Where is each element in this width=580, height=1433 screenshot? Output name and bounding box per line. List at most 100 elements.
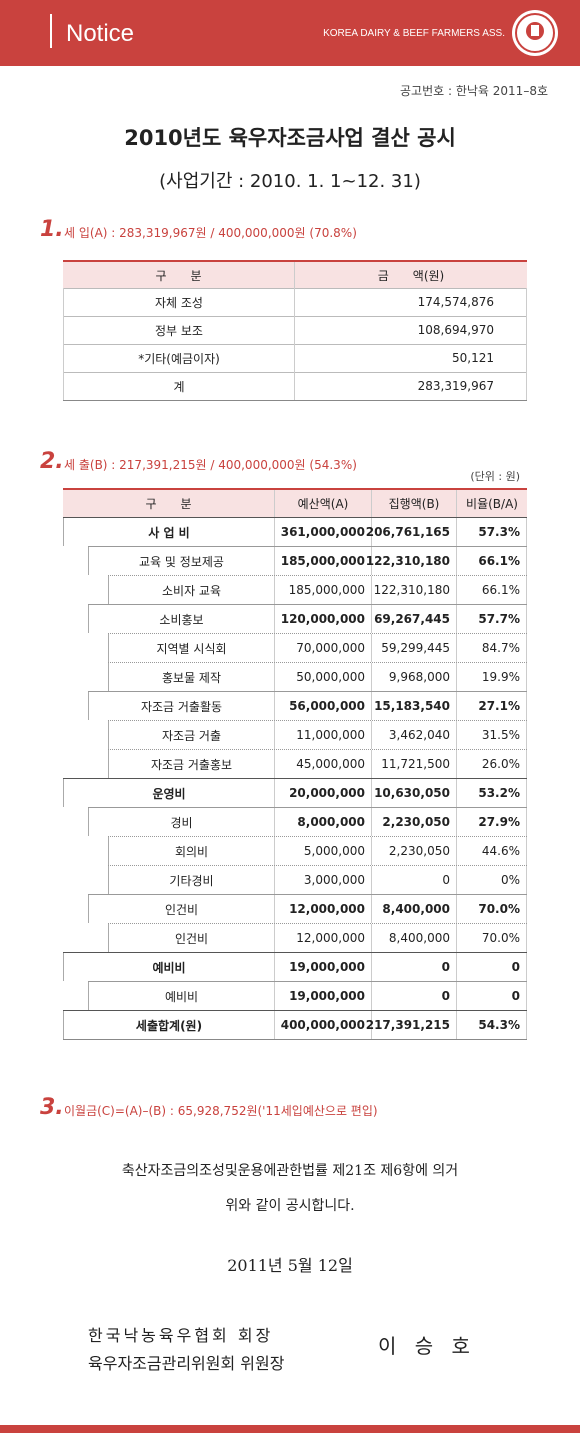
rule [63,778,527,779]
footer-bar [0,1425,580,1433]
rule [63,372,527,373]
unit-note: (단위 : 원) [470,470,520,483]
table-cell: 0 [457,982,527,1010]
table-cell: 0 [372,953,457,981]
table-header: 집행액(B) [372,490,457,517]
table-cell: 소비홍보 [88,605,275,633]
table-cell: 20,000,000 [275,779,372,807]
table-cell: 84.7% [457,634,527,662]
rule [63,400,527,401]
notice-number: 공고번호 : 한낙육 2011–8호 [400,84,548,98]
table-header: 예산액(A) [275,490,372,517]
table-cell: 자조금 거출홍보 [108,750,275,778]
table-cell: 12,000,000 [275,924,372,952]
rule [88,691,527,692]
table-cell: 185,000,000 [275,547,372,575]
table-cell: 0 [372,982,457,1010]
section-heading: 세 입(A) : 283,319,967원 / 400,000,000원 (70… [64,226,357,240]
table-cell: 19,000,000 [275,982,372,1010]
table-cell: 185,000,000 [275,576,372,604]
table-cell: 27.1% [457,692,527,720]
table-cell: 31.5% [457,721,527,749]
rule [108,720,527,721]
divider [50,14,52,48]
table-cell: 15,183,540 [372,692,457,720]
table-cell: 자조금 거출활동 [88,692,275,720]
table-cell: *기타(예금이자) [63,344,295,372]
table-cell: 9,968,000 [372,663,457,691]
table-cell: 경비 [88,808,275,836]
table-cell: 세출합계(원) [63,1011,275,1039]
table-cell: 인건비 [108,924,275,952]
rule [108,836,527,837]
header: Notice KOREA DAIRY & BEEF FARMERS ASS. [0,0,580,66]
table-cell: 0 [457,953,527,981]
table-cell: 66.1% [457,576,527,604]
table-cell: 53.2% [457,779,527,807]
table-cell: 57.7% [457,605,527,633]
table-cell: 174,574,876 [295,288,527,316]
table-cell: 50,121 [295,344,527,372]
table-cell: 3,462,040 [372,721,457,749]
table-cell: 283,319,967 [295,372,527,400]
table-cell: 2,230,050 [372,837,457,865]
rule [88,894,527,895]
subtitle: (사업기간 : 2010. 1. 1~12. 31) [159,171,421,192]
section-heading: 이월금(C)=(A)–(B) : 65,928,752원('11세입예산으로 편… [64,1104,378,1118]
rule [108,923,527,924]
table-cell: 홍보물 제작 [108,663,275,691]
table-cell: 70,000,000 [275,634,372,662]
header-title: Notice [66,20,135,47]
table-cell: 3,000,000 [275,866,372,894]
rule [108,662,527,663]
table-cell: 회의비 [108,837,275,865]
table-cell: 8,000,000 [275,808,372,836]
signer: 육우자조금관리위원회 위원장 [88,1354,285,1373]
rule [88,981,527,982]
table-cell: 19,000,000 [275,953,372,981]
rule [88,604,527,605]
section-number: 3. [40,1095,64,1120]
table-cell: 10,630,050 [372,779,457,807]
table-cell: 사 업 비 [63,518,275,546]
table-cell: 12,000,000 [275,895,372,923]
table-cell: 0 [372,866,457,894]
rule [88,546,527,547]
header-org: KOREA DAIRY & BEEF FARMERS ASS. [323,28,505,39]
table-cell: 19.9% [457,663,527,691]
table-cell: 5,000,000 [275,837,372,865]
table-cell: 11,000,000 [275,721,372,749]
title: 2010년도 육우자조금사업 결산 공시 [124,126,456,150]
table-cell: 0% [457,866,527,894]
rule [88,807,527,808]
table-cell: 지역별 시식회 [108,634,275,662]
table-cell: 운영비 [63,779,275,807]
table-cell: 70.0% [457,924,527,952]
rule [108,749,527,750]
table-cell: 인건비 [88,895,275,923]
section-heading: 세 출(B) : 217,391,215원 / 400,000,000원 (54… [64,458,357,472]
table-cell: 2,230,050 [372,808,457,836]
table-cell: 206,761,165 [366,518,457,546]
table-cell: 27.9% [457,808,527,836]
table-cell: 70.0% [457,895,527,923]
rule [108,865,527,866]
table-cell: 8,400,000 [372,924,457,952]
table-cell: 122,310,180 [372,576,457,604]
rule [108,633,527,634]
rule [63,288,527,289]
table-cell: 교육 및 정보제공 [88,547,275,575]
rule [108,575,527,576]
table-cell: 26.0% [457,750,527,778]
table-cell: 361,000,000 [275,518,372,546]
section-number: 1. [40,217,64,242]
table-cell: 50,000,000 [275,663,372,691]
table-cell: 120,000,000 [275,605,372,633]
rule [63,1010,527,1011]
signer: 한국낙농육우협회 회장 [88,1326,274,1345]
closing-line: 축산자조금의조성및운용에관한법률 제21조 제6항에 의거 [121,1163,459,1179]
table-cell: 8,400,000 [372,895,457,923]
table-cell: 44.6% [457,837,527,865]
table-cell: 11,721,500 [372,750,457,778]
